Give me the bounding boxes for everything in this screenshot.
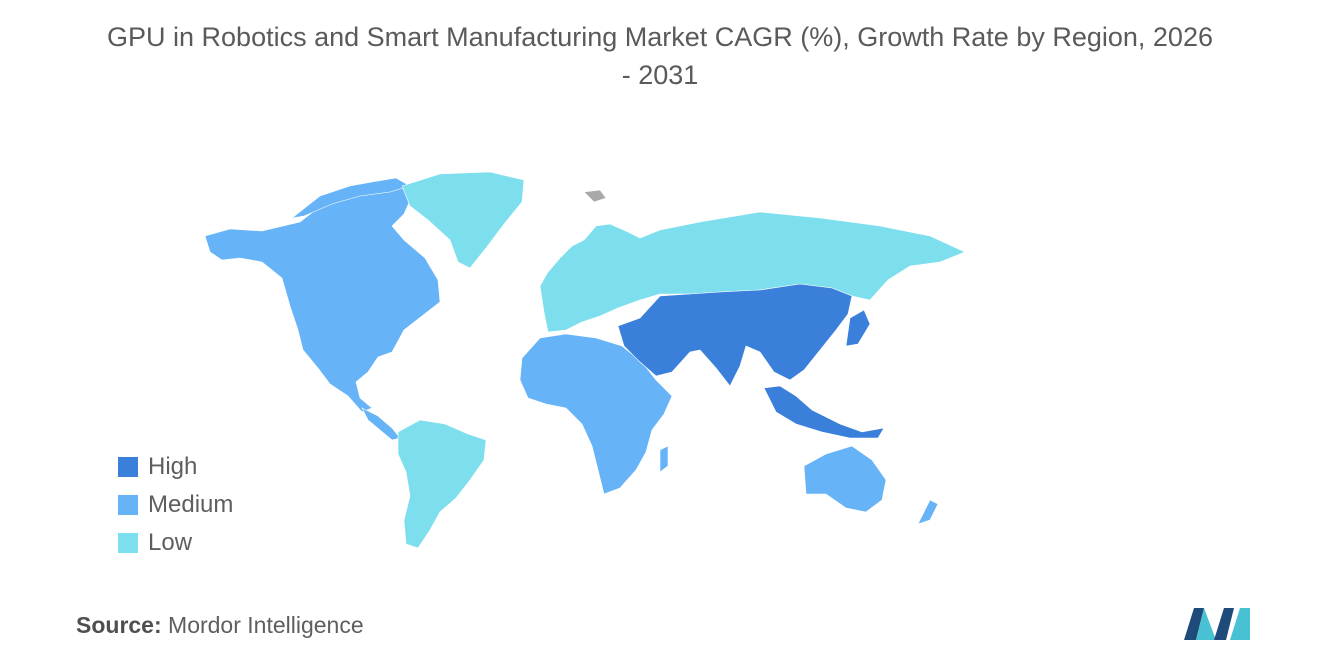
region-greenland xyxy=(401,171,525,269)
region-svalbard xyxy=(583,189,607,203)
region-japan xyxy=(845,309,871,347)
region-africa xyxy=(519,333,673,495)
region-australia xyxy=(803,445,887,513)
legend-swatch-high xyxy=(118,457,138,477)
title-line-1: GPU in Robotics and Smart Manufacturing … xyxy=(107,22,1213,52)
legend-label-low: Low xyxy=(148,529,193,556)
mordor-intelligence-logo-icon xyxy=(1184,608,1250,640)
region-madagascar xyxy=(659,445,669,473)
logo-part-2 xyxy=(1196,608,1216,640)
legend-swatch-low xyxy=(118,533,138,553)
source-label: Source: xyxy=(76,612,162,638)
legend-item-medium: Medium xyxy=(118,486,233,524)
legend: High Medium Low xyxy=(118,448,233,562)
legend-item-high: High xyxy=(118,448,233,486)
legend-label-high: High xyxy=(148,453,198,480)
legend-label-medium: Medium xyxy=(148,491,234,518)
logo-part-3 xyxy=(1214,608,1234,640)
logo-part-4 xyxy=(1230,608,1250,640)
region-north-america xyxy=(204,179,441,413)
region-southeast-asia xyxy=(763,385,885,439)
region-new-zealand xyxy=(917,499,939,525)
page-title: GPU in Robotics and Smart Manufacturing … xyxy=(0,18,1320,94)
region-south-america xyxy=(397,419,487,549)
region-central-america xyxy=(361,407,401,441)
title-line-2: - 2031 xyxy=(621,60,699,90)
legend-item-low: Low xyxy=(118,524,233,562)
region-middle-east-asia xyxy=(617,283,853,387)
legend-swatch-medium xyxy=(118,495,138,515)
logo-part-1 xyxy=(1184,608,1204,640)
source-line: Source: Mordor Intelligence xyxy=(76,612,364,639)
source-value: Mordor Intelligence xyxy=(168,612,364,638)
region-europe-russia xyxy=(539,211,966,333)
